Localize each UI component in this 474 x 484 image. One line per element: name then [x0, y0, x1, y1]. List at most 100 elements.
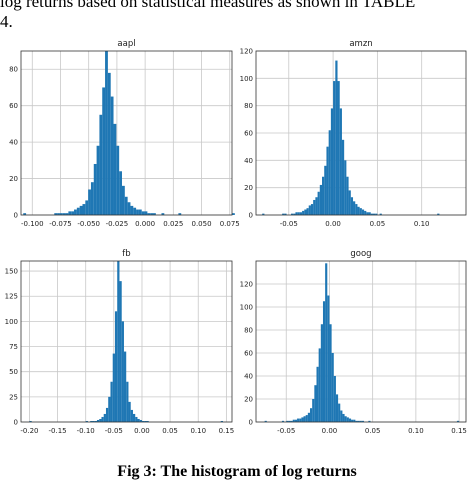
aapl-histogram-bar — [57, 213, 60, 215]
aapl-histogram-bar — [133, 207, 137, 215]
amzn-x-tick-label: -0.05 — [280, 220, 298, 228]
fb-histogram-bar — [29, 420, 32, 422]
fb-histogram-bar — [220, 420, 223, 422]
fb-x-tick-label: 0.05 — [162, 427, 178, 435]
amzn-histogram-bar — [333, 81, 336, 215]
amzn-histogram-bar — [291, 213, 294, 215]
amzn-chart-title: amzn — [349, 39, 372, 49]
fb-x-tick-label: 0.15 — [219, 427, 235, 435]
goog-histogram-bar — [307, 412, 311, 422]
aapl-y-tick-label: 80 — [9, 66, 18, 74]
goog-y-tick-label: 80 — [244, 327, 253, 335]
aapl-histogram-bar — [85, 200, 89, 215]
goog-histogram-bar — [314, 385, 317, 422]
goog-x-tick-label: -0.05 — [277, 427, 295, 435]
goog-histogram-bar — [264, 420, 267, 422]
aapl-histogram-bar — [65, 213, 69, 215]
goog-histogram-bar — [318, 348, 321, 422]
aapl-histogram-bar — [232, 213, 235, 215]
goog-y-tick-label: 20 — [244, 396, 253, 404]
fb-histogram-bar — [130, 409, 133, 422]
amzn-histogram-bar — [315, 197, 318, 215]
fb-histogram-bar — [90, 420, 93, 422]
fb-x-tick-label: 0.10 — [190, 427, 206, 435]
amzn-histogram-bar — [337, 81, 340, 215]
amzn-histogram-bar — [304, 209, 307, 215]
aapl-histogram-bar — [23, 213, 27, 215]
aapl-histogram-bar — [54, 213, 58, 215]
amzn-y-tick-label: 60 — [244, 130, 253, 138]
goog-y-tick-label: 60 — [244, 350, 253, 358]
aapl-histogram-bar — [161, 213, 165, 215]
amzn-y-tick-label: 0 — [249, 212, 253, 220]
goog-histogram-bar — [290, 420, 293, 422]
goog-histogram-bar — [340, 410, 343, 422]
aapl-chart-title: aapl — [117, 39, 135, 49]
amzn-y-tick-label: 100 — [240, 75, 253, 83]
aapl-histogram-bar — [105, 51, 108, 215]
aapl-histogram-bar — [76, 207, 80, 215]
goog-histogram-bar — [316, 366, 319, 422]
fb-histogram-bar — [119, 281, 122, 422]
amzn-histogram-bar — [379, 213, 382, 215]
fb-histogram-bar — [96, 419, 100, 422]
amzn-histogram-bar — [346, 176, 349, 215]
fb-y-tick-label: 150 — [5, 268, 18, 276]
aapl-histogram-bar — [147, 213, 151, 215]
amzn-histogram-bar — [372, 213, 376, 215]
aapl-histogram-bar — [71, 211, 75, 215]
amzn-y-tick-label: 80 — [244, 102, 253, 110]
goog-histogram-bar — [305, 415, 308, 422]
goog-histogram-bar — [456, 420, 460, 422]
goog-histogram-bar — [325, 263, 328, 422]
goog-y-tick-label: 100 — [240, 304, 253, 312]
goog-histogram-bar — [355, 420, 358, 422]
aapl-histogram-bar — [141, 211, 145, 215]
fb-histogram-bar — [92, 420, 95, 422]
aapl-histogram-bar — [79, 205, 83, 215]
fb-histogram-bar — [121, 321, 124, 422]
aapl-histogram-bar — [138, 209, 142, 215]
fb-y-tick-label: 0 — [14, 419, 18, 427]
aapl-histogram-bar — [178, 213, 182, 215]
aapl-histogram-bar — [136, 209, 139, 215]
fb-y-tick-label: 50 — [9, 368, 18, 376]
goog-histogram-bar — [338, 403, 341, 422]
goog-histogram-bar — [331, 353, 334, 422]
fb-x-tick-label: -0.10 — [77, 427, 95, 435]
fb-x-tick-label: -0.05 — [105, 427, 123, 435]
aapl-x-tick-label: 0.075 — [220, 220, 240, 228]
fb-histogram-bar — [123, 351, 127, 422]
fb-histogram-bar — [114, 311, 118, 422]
amzn-histogram-bar — [344, 160, 347, 215]
fb-x-tick-label: -0.20 — [20, 427, 38, 435]
fb-histogram-bar — [94, 420, 97, 422]
fb-chart-title: fb — [122, 249, 130, 259]
amzn-histogram-bar — [317, 191, 320, 215]
goog-histogram-bar — [346, 417, 349, 422]
goog-plot-area — [256, 261, 466, 422]
goog-histogram-bar — [351, 419, 354, 422]
goog-histogram-bar — [322, 301, 326, 422]
aapl-x-tick-label: -0.050 — [77, 220, 100, 228]
fb-histogram-bar — [144, 420, 147, 422]
aapl-x-tick-label: 0.025 — [163, 220, 183, 228]
goog-y-tick-label: 120 — [240, 281, 253, 289]
fb-histogram-bar — [137, 418, 140, 422]
histogram-figure: -0.100 -0.075 -0.050 -0.025 0.000 0.025 0.050 0… — [5, 39, 467, 435]
goog-axes-frame — [255, 260, 467, 423]
aapl-histogram-bar — [144, 211, 148, 215]
amzn-histogram-bar — [339, 108, 342, 215]
aapl-histogram-bar — [107, 72, 111, 215]
amzn-histogram-bar — [335, 60, 338, 215]
aapl-x-tick-label: 0.000 — [135, 220, 155, 228]
goog-histogram-bar — [327, 295, 330, 422]
amzn-histogram-bar — [262, 213, 265, 215]
goog-chart-title: goog — [350, 249, 371, 259]
aapl-histogram-bar — [127, 202, 131, 215]
amzn-histogram-bar — [437, 213, 440, 215]
amzn-histogram-bar — [308, 205, 311, 215]
amzn-histogram-bar — [370, 213, 373, 215]
goog-histogram-bar — [333, 376, 336, 422]
aapl-histogram-bar — [59, 213, 63, 215]
